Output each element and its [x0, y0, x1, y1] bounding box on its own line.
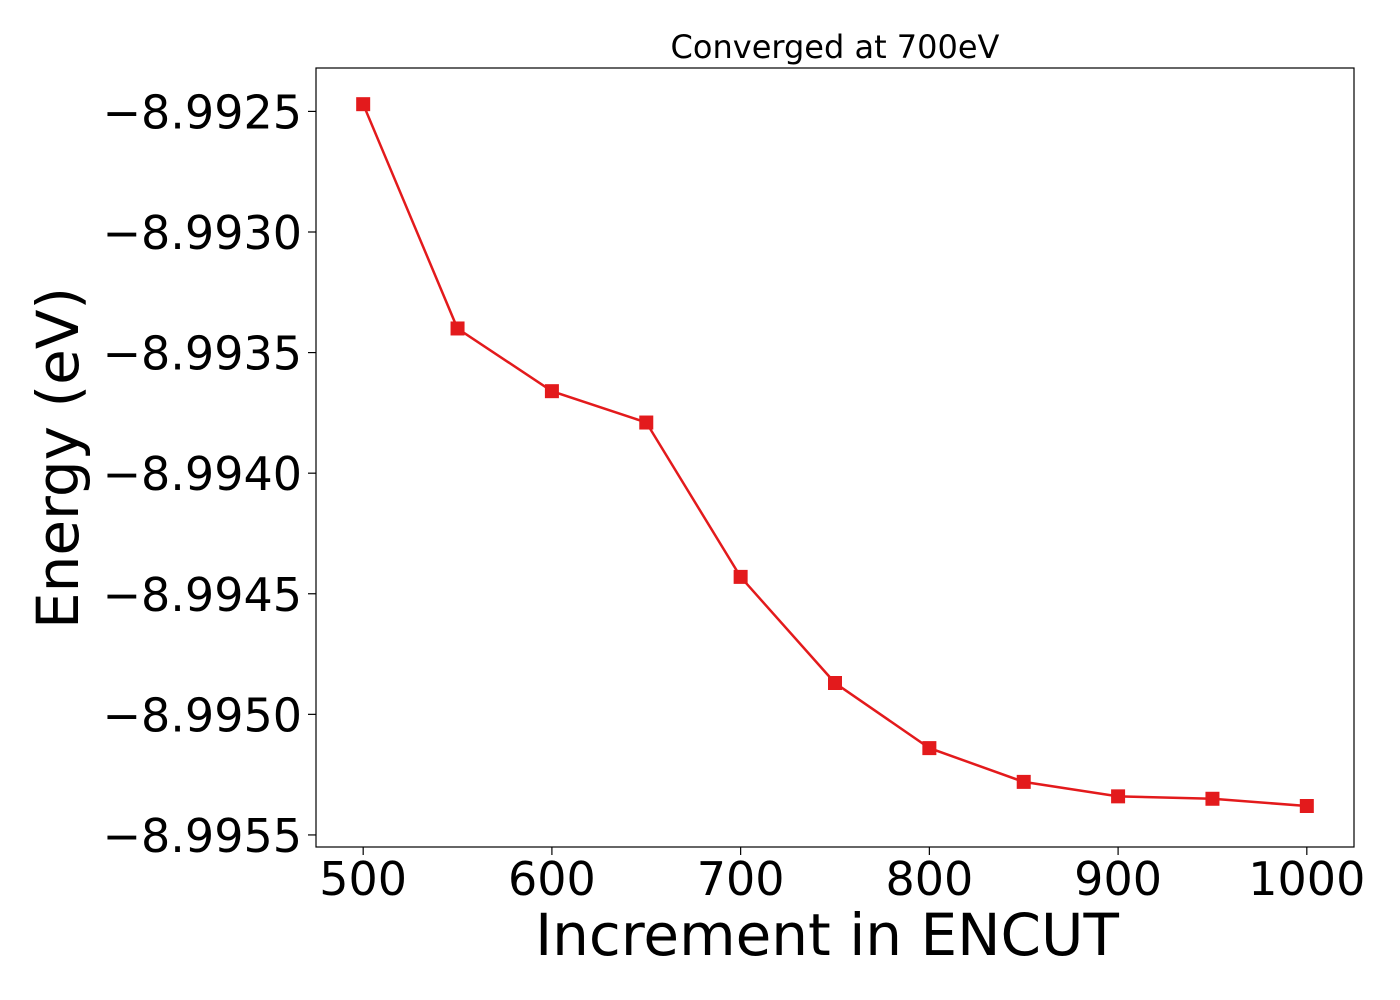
- x-tick-label: 800: [885, 852, 973, 906]
- x-tick-label: 600: [508, 852, 596, 906]
- data-point: [1016, 774, 1031, 789]
- y-tick-label: −8.9940: [103, 447, 303, 501]
- series-markers: [356, 97, 1314, 813]
- data-point: [450, 321, 465, 336]
- x-tick-label: 900: [1074, 852, 1162, 906]
- y-tick-label: −8.9950: [103, 688, 303, 742]
- plot-frame: [315, 67, 1355, 848]
- chart-title: Converged at 700eV: [671, 28, 1000, 66]
- data-point: [733, 569, 748, 584]
- y-tick-label: −8.9930: [103, 206, 303, 260]
- data-point: [1205, 791, 1220, 806]
- y-axis-label: Energy (eV): [24, 287, 92, 629]
- data-point: [544, 384, 559, 399]
- data-point: [828, 676, 842, 690]
- data-point: [1111, 789, 1126, 804]
- x-tick-label: 700: [697, 852, 785, 906]
- series-line: [362, 103, 1307, 808]
- x-tick-label: 500: [319, 852, 407, 906]
- x-axis-label: Increment in ENCUT: [535, 901, 1119, 969]
- data-point: [356, 97, 371, 112]
- y-tick-label: −8.9925: [103, 85, 303, 139]
- x-tick-label: 1000: [1248, 852, 1365, 906]
- y-axis-ticks: −8.9925 −8.9930 −8.9935 −8.9940 −8.9945 −8.99…: [103, 85, 316, 863]
- y-tick-label: −8.9955: [103, 809, 303, 863]
- y-tick-label: −8.9935: [103, 327, 303, 381]
- data-point: [639, 415, 654, 430]
- data-point: [1299, 799, 1314, 813]
- data-point: [922, 741, 937, 756]
- x-axis-ticks: 500 600 700 800 900 1000: [319, 847, 1365, 906]
- y-tick-label: −8.9945: [103, 568, 303, 622]
